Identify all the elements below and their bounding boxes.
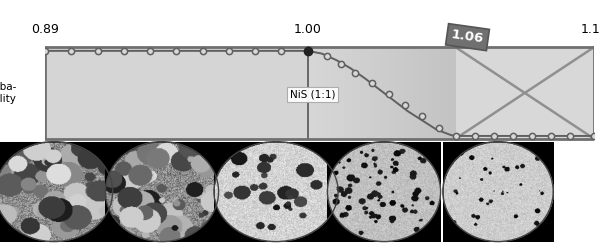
- Bar: [382, 47, 389, 139]
- Bar: [315, 47, 322, 139]
- Bar: [330, 47, 337, 139]
- Text: Proba-
bility: Proba- bility: [0, 82, 16, 104]
- Bar: [389, 47, 397, 139]
- Bar: [45, 47, 455, 139]
- Bar: [404, 47, 411, 139]
- Bar: [374, 47, 382, 139]
- Bar: [411, 47, 419, 139]
- Bar: [448, 47, 455, 139]
- Bar: [308, 47, 315, 139]
- Bar: [352, 47, 359, 139]
- Bar: [441, 47, 448, 139]
- Bar: [322, 47, 330, 139]
- Bar: [397, 47, 404, 139]
- Text: 1.06: 1.06: [451, 28, 485, 46]
- Text: 0.89: 0.89: [31, 23, 59, 36]
- Bar: [359, 47, 367, 139]
- Bar: [426, 47, 433, 139]
- Bar: [419, 47, 426, 139]
- Bar: [337, 47, 344, 139]
- Bar: [45, 47, 594, 139]
- Bar: [344, 47, 352, 139]
- Bar: [367, 47, 374, 139]
- Text: 1.12: 1.12: [580, 23, 600, 36]
- Bar: [455, 47, 594, 139]
- Text: NiS (1:1): NiS (1:1): [290, 90, 335, 100]
- Text: 1.00: 1.00: [293, 23, 322, 36]
- Bar: [433, 47, 441, 139]
